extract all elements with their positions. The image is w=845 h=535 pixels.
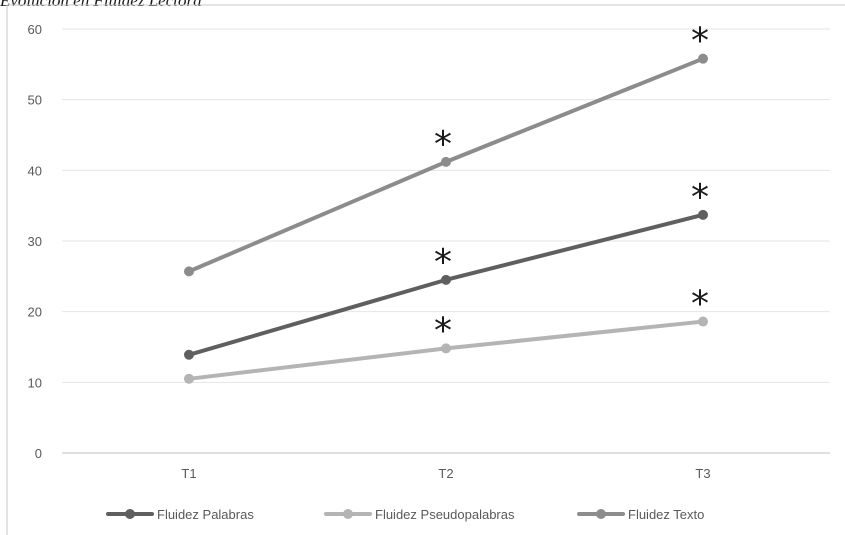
y-tick-label: 10 bbox=[28, 375, 42, 390]
significance-star: * bbox=[434, 310, 452, 351]
data-point bbox=[184, 373, 194, 384]
significance-markers: * * * * * * bbox=[434, 21, 709, 352]
significance-star: * bbox=[691, 177, 709, 218]
x-tick-label: T3 bbox=[695, 466, 710, 481]
y-tick-label: 0 bbox=[35, 446, 42, 461]
y-axis: 0 10 20 30 40 50 60 bbox=[28, 22, 42, 461]
gridlines bbox=[62, 28, 830, 454]
data-point bbox=[184, 266, 194, 277]
y-tick-label: 30 bbox=[28, 234, 42, 249]
x-tick-label: T1 bbox=[181, 466, 196, 481]
legend-label: Fluidez Palabras bbox=[157, 507, 254, 522]
legend-marker bbox=[125, 509, 135, 519]
y-tick-label: 50 bbox=[28, 93, 42, 108]
legend: Fluidez Palabras Fluidez Pseudopalabras Fl… bbox=[106, 507, 704, 522]
data-point bbox=[698, 53, 708, 64]
y-tick-label: 40 bbox=[28, 163, 42, 178]
y-tick-label: 60 bbox=[28, 22, 42, 37]
significance-star: * bbox=[691, 284, 709, 325]
significance-star: * bbox=[691, 21, 709, 62]
significance-star: * bbox=[434, 124, 452, 165]
data-point bbox=[698, 316, 708, 327]
x-axis: T1 T2 T3 bbox=[181, 466, 710, 481]
legend-marker bbox=[343, 509, 353, 519]
data-point bbox=[441, 156, 451, 167]
legend-label: Fluidez Texto bbox=[628, 507, 704, 522]
x-tick-label: T2 bbox=[438, 466, 453, 481]
y-tick-label: 20 bbox=[28, 305, 42, 320]
legend-marker bbox=[596, 509, 606, 519]
data-point bbox=[698, 209, 708, 220]
legend-label: Fluidez Pseudopalabras bbox=[375, 507, 515, 522]
series-lines bbox=[184, 53, 708, 384]
significance-star: * bbox=[434, 242, 452, 283]
data-point bbox=[441, 343, 451, 354]
data-point bbox=[441, 274, 451, 285]
data-point bbox=[184, 349, 194, 360]
